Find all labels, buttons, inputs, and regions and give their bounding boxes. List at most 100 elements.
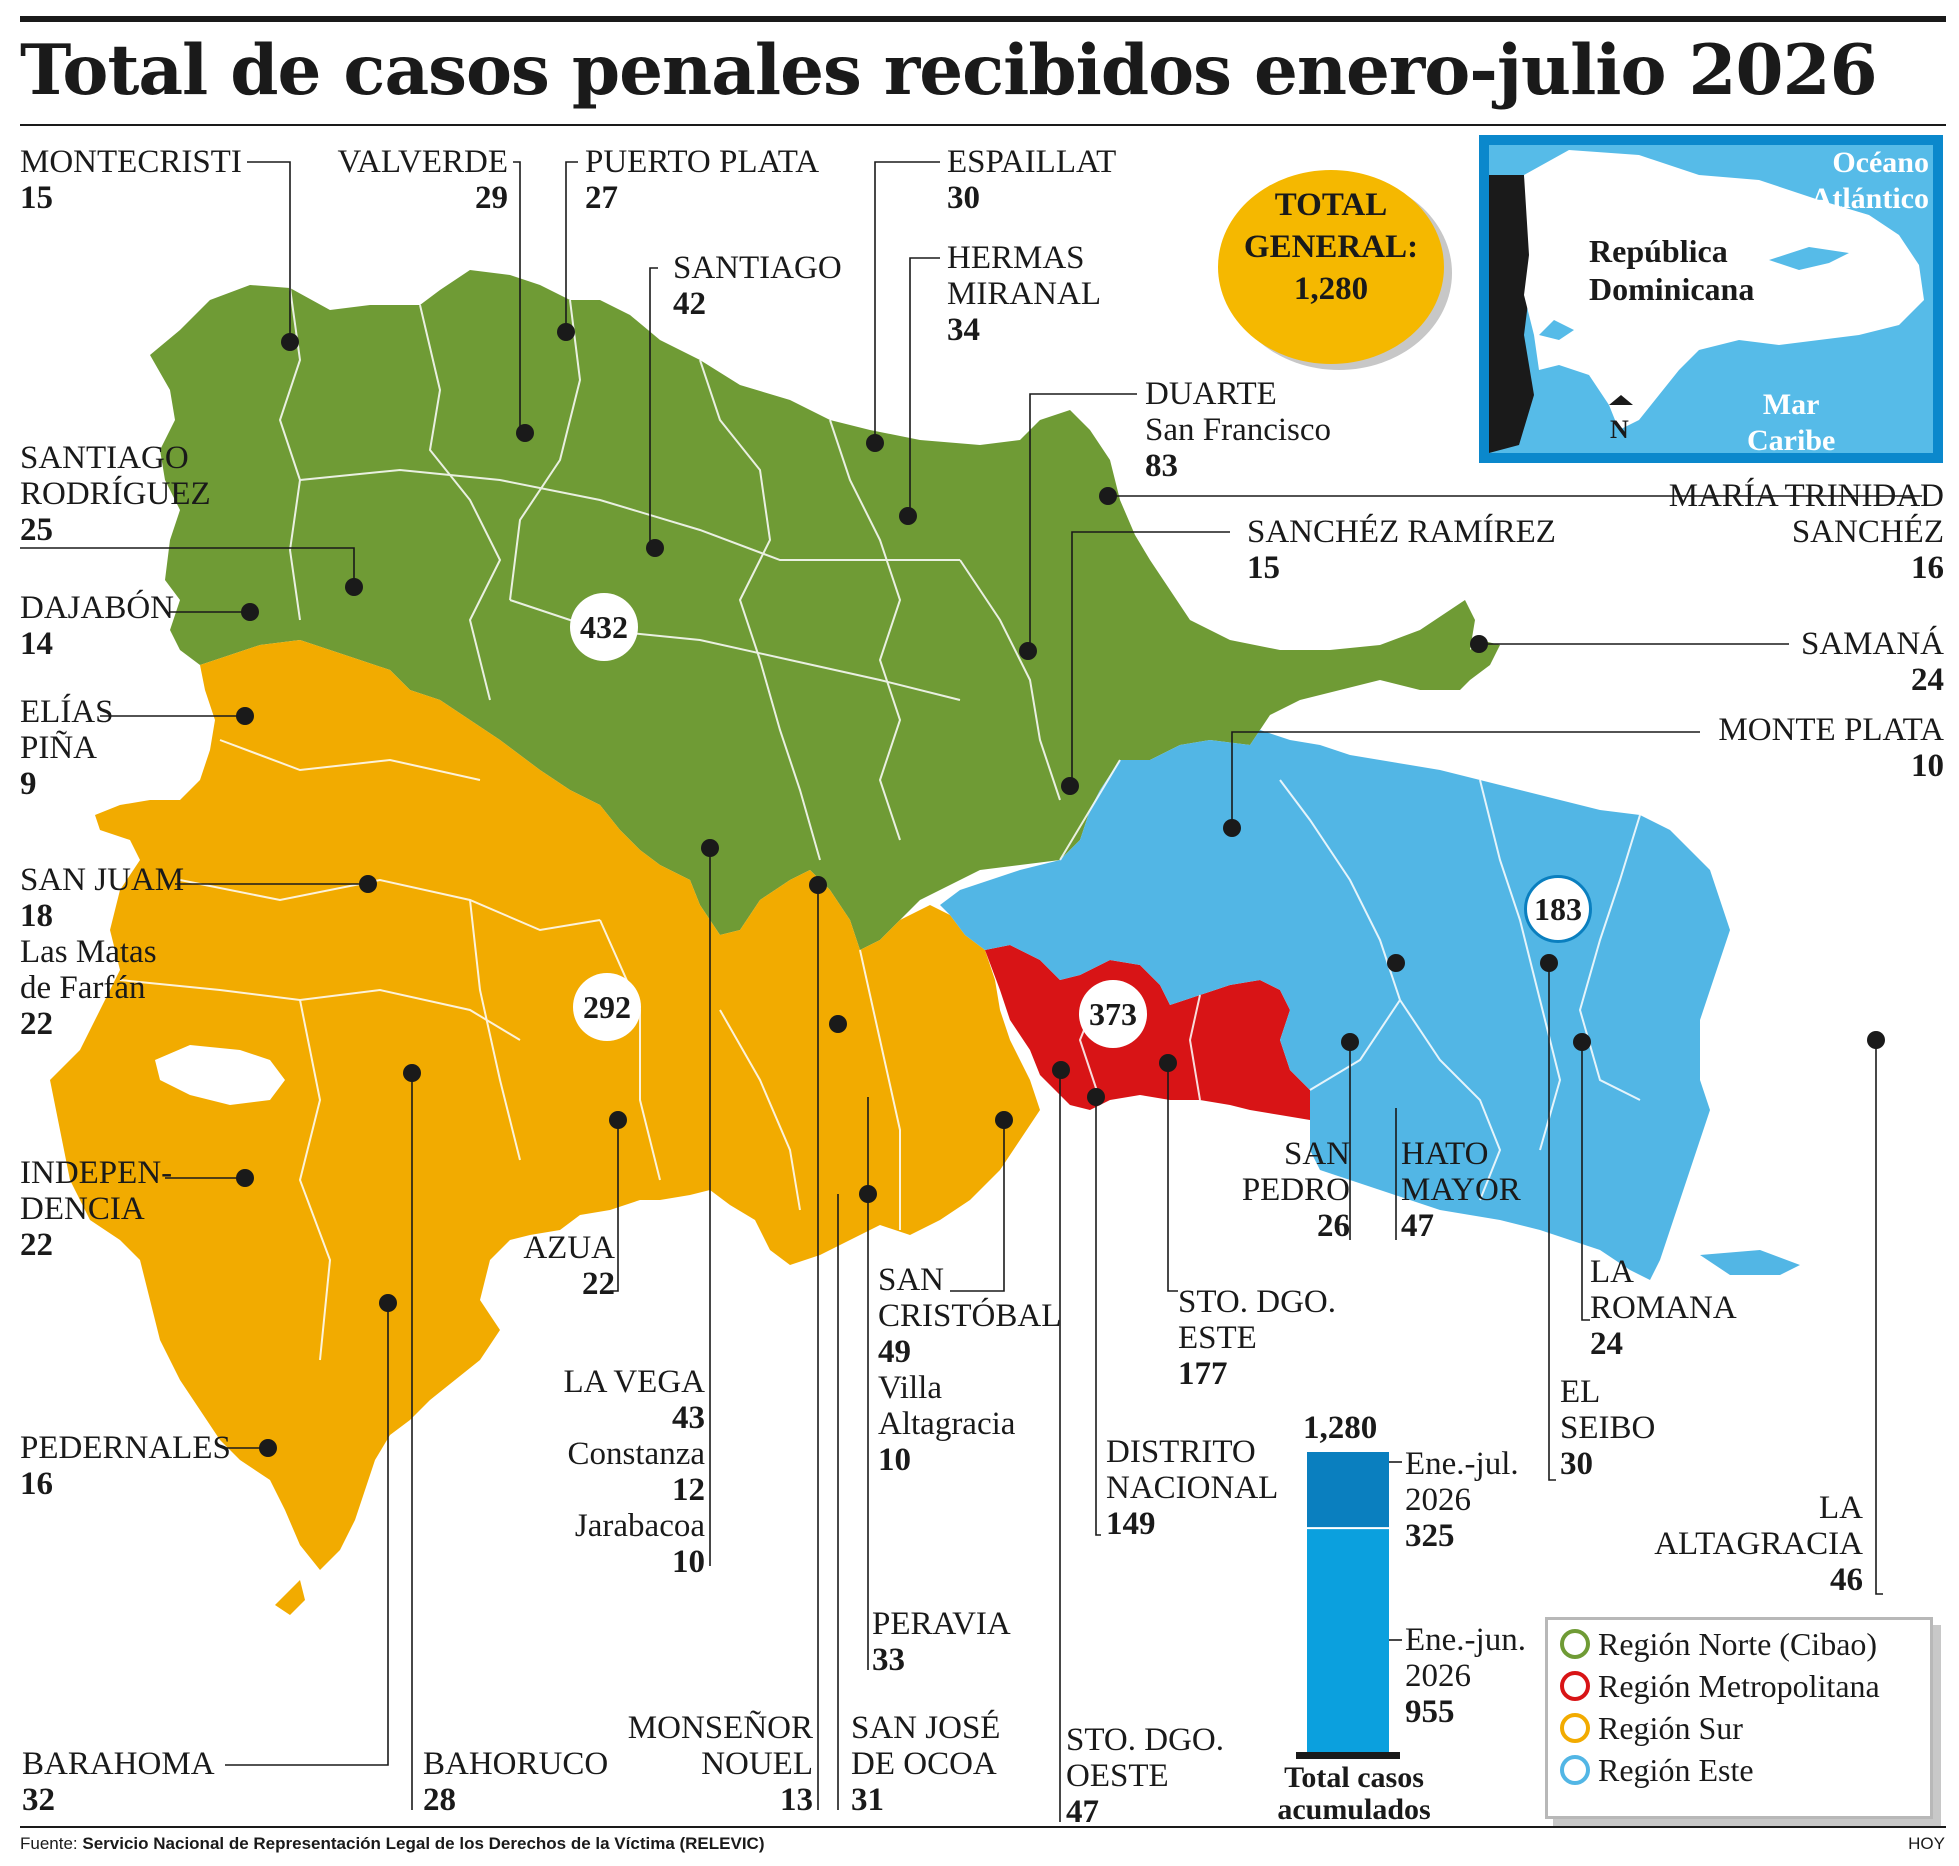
province-name-line-2: ROMANA [1590, 1290, 1737, 1326]
upper-period-line-2: 2026 [1405, 1482, 1471, 1518]
accumulated-caption-line-2: acumulados [1277, 1793, 1431, 1826]
province-value: 15 [1247, 550, 1280, 586]
province-value: 22 [582, 1266, 615, 1302]
inset-country-line-1: República [1589, 233, 1728, 269]
province-name: ESPAILLAT [947, 144, 1117, 180]
municipality-value: 10 [878, 1442, 911, 1478]
province-value: 30 [1560, 1446, 1593, 1482]
label-barahona: BARAHOMA 32 [22, 1746, 215, 1818]
province-value: 16 [20, 1466, 53, 1502]
legend-label-norte: Región Norte (Cibao) [1598, 1626, 1878, 1662]
province-value: 34 [947, 312, 980, 348]
province-name: SANTIAGO [673, 250, 842, 286]
province-value: 22 [20, 1227, 53, 1263]
legend-ring-norte [1560, 1629, 1590, 1659]
label-sanchez-ramirez: SANCHÉZ RAMÍREZ 15 [1247, 514, 1556, 586]
label-hato-mayor: HATO MAYOR 47 [1401, 1136, 1521, 1244]
inset-map-svg [1479, 135, 1943, 463]
label-duarte: DUARTE San Francisco 83 [1145, 376, 1331, 484]
legend-ring-metropolitana [1560, 1671, 1590, 1701]
label-samana: SAMANÁ 24 [1801, 626, 1944, 698]
inset-sea-line-2: Caribe [1747, 424, 1836, 457]
label-la-romana: LA ROMANA 24 [1590, 1254, 1737, 1362]
province-name: MONTECRISTI [20, 144, 242, 180]
province-name: SANCHÉZ RAMÍREZ [1247, 514, 1556, 550]
legend-item-metropolitana: Región Metropolitana [1560, 1668, 1880, 1705]
province-value: 29 [475, 180, 508, 216]
province-value: 30 [947, 180, 980, 216]
badge-metropolitana: 373 [1079, 980, 1147, 1048]
label-san-cristobal: SAN CRISTÓBAL 49 Villa Altagracia 10 [878, 1262, 1061, 1478]
accumulated-total-value: 1,280 [1303, 1410, 1378, 1446]
label-maria-trinidad-sanchez: MARÍA TRINIDAD SANCHÉZ 16 [1669, 478, 1944, 586]
total-general-badge: TOTAL GENERAL: 1,280 [1218, 170, 1444, 364]
label-espaillat: ESPAILLAT 30 [947, 144, 1116, 216]
bar-upper-segment [1307, 1452, 1389, 1529]
total-general-label-1: TOTAL [1274, 187, 1388, 223]
province-name-line-1: SAN [1283, 1136, 1350, 1172]
province-value: 47 [1066, 1794, 1099, 1830]
inset-country-line-2: Dominicana [1589, 271, 1755, 307]
accumulated-caption-line-1: Total casos [1284, 1761, 1424, 1794]
province-value: 42 [673, 286, 706, 322]
province-value: 26 [1317, 1208, 1350, 1244]
publisher-credit: HOY [1908, 1834, 1945, 1853]
municipality-1-name: Constanza [567, 1436, 705, 1472]
badge-norte: 432 [570, 593, 638, 661]
province-name-line-2: NACIONAL [1106, 1470, 1279, 1506]
legend-item-este: Región Este [1560, 1752, 1754, 1789]
region-sur-shape [50, 640, 1040, 1570]
municipality-1-value: 12 [672, 1472, 705, 1508]
province-name-line-2: NOUEL [701, 1746, 813, 1782]
label-hermanas-mirabal: HERMAS MIRANAL 34 [947, 240, 1101, 348]
province-name-line-2: SEIBO [1560, 1410, 1656, 1446]
province-name-line-1: HERMAS [947, 240, 1085, 276]
legend-item-sur: Región Sur [1560, 1710, 1743, 1747]
total-general-label-2: GENERAL: [1243, 229, 1419, 265]
municipality-name-line-1: Villa [878, 1370, 943, 1406]
province-value: 15 [20, 180, 53, 216]
province-value: 24 [1911, 662, 1944, 698]
province-value: 18 [20, 898, 53, 934]
top-rule [20, 16, 1946, 22]
label-san-pedro: SAN PEDRO 26 [1242, 1136, 1350, 1244]
province-value: 9 [20, 766, 37, 802]
province-value: 27 [585, 180, 618, 216]
municipality-2-value: 10 [672, 1544, 705, 1580]
province-name-line-1: INDEPEN- [20, 1155, 173, 1191]
province-value: 13 [780, 1782, 813, 1818]
page-title: Total de casos penales recibidos enero-j… [20, 30, 1878, 111]
province-name-line-1: SANTIAGO [20, 440, 189, 476]
inset-sea-line-1: Mar [1762, 388, 1820, 421]
total-general-value: 1,280 [1293, 271, 1369, 307]
province-name-line-1: ELÍAS [20, 694, 114, 730]
province-name: PERAVIA [872, 1606, 1011, 1642]
municipality-name-line-2: Altagracia [878, 1406, 1016, 1442]
province-name: AZUA [523, 1230, 615, 1266]
province-name: PUERTO PLATA [585, 144, 820, 180]
province-value: 16 [1911, 550, 1944, 586]
label-montecristi: MONTECRISTI 15 [20, 144, 242, 216]
source-footer: Fuente: Servicio Nacional de Representac… [20, 1834, 765, 1854]
label-independencia: INDEPEN- DENCIA 22 [20, 1155, 172, 1263]
province-name-line-2: CRISTÓBAL [878, 1298, 1062, 1334]
label-dajabon: DAJABÓN 14 [20, 590, 174, 662]
saona-island [1700, 1250, 1800, 1275]
province-value: 149 [1106, 1506, 1156, 1542]
lower-period-line-1: Ene.-jun. [1405, 1622, 1526, 1658]
badge-este: 183 [1524, 875, 1592, 943]
label-san-jose-de-ocoa: SAN JOSÉ DE OCOA 31 [851, 1710, 1000, 1818]
lower-period-line-2: 2026 [1405, 1658, 1471, 1694]
province-name-line-1: SAN JOSÉ [851, 1710, 1001, 1746]
bar-baseline [1296, 1752, 1400, 1759]
province-name-line-2: DE OCOA [851, 1746, 997, 1782]
inset-country-label: República Dominicana [1589, 232, 1754, 308]
label-santiago: SANTIAGO 42 [673, 250, 842, 322]
province-name: SAN JUAM [20, 862, 185, 898]
province-value: 46 [1830, 1562, 1863, 1598]
province-value: 14 [20, 626, 53, 662]
province-name-line-2: PEDRO [1241, 1172, 1350, 1208]
province-value: 10 [1911, 748, 1944, 784]
province-name-line-1: STO. DGO. [1178, 1284, 1336, 1320]
province-name-line-2: MAYOR [1401, 1172, 1521, 1208]
